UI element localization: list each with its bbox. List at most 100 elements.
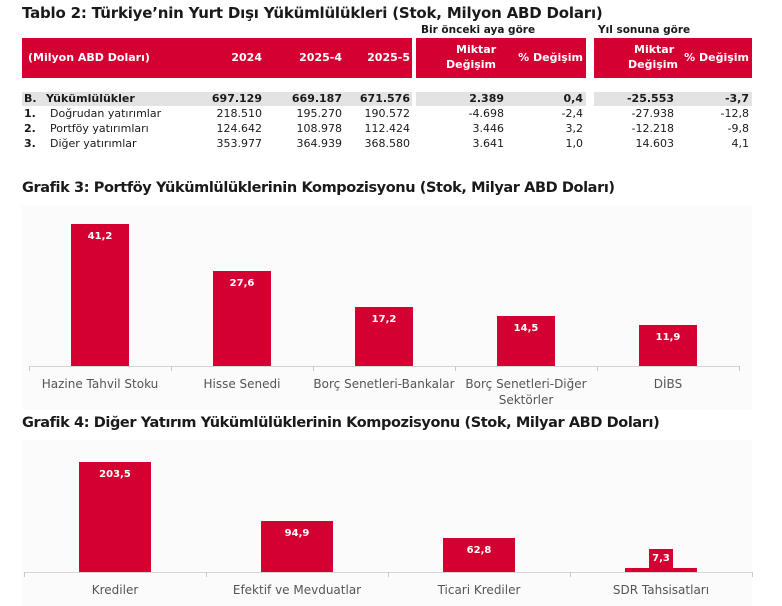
row-number: 3.: [24, 137, 36, 150]
table-row-monthly: 2.389 0,4: [416, 92, 586, 106]
cell-2025-5: 112.424: [364, 122, 411, 135]
category-label: Hazine Tahvil Stoku: [41, 377, 159, 391]
cell-monthly-amount: 2.389: [469, 92, 504, 105]
bar: [625, 568, 697, 572]
group-label-yearly: Yıl sonuna göre: [598, 24, 691, 36]
x-axis-tick: [752, 572, 753, 577]
header-monthly-amount-2: Değişim: [446, 58, 497, 71]
row-label: Portföy yatırımları: [50, 122, 149, 135]
cell-yearly-amount: -27.938: [631, 107, 674, 120]
table-header-monthly: Miktar Değişim % Değişim: [416, 38, 586, 78]
table-row-monthly: -4.698 -2,4: [416, 107, 586, 121]
header-2025-5: 2025-5: [367, 51, 410, 64]
cell-2024: 353.977: [216, 137, 263, 150]
category-label: Efektif ve Mevduatlar: [232, 583, 362, 597]
table-row: 2. Portföy yatırımları 124.642 108.978 1…: [22, 122, 412, 136]
cell-monthly-amount: 3.641: [472, 137, 505, 150]
header-yearly-pct: % Değişim: [684, 51, 749, 64]
table-row-yearly: 14.603 4,1: [594, 137, 752, 151]
category-label: DİBS: [653, 377, 683, 391]
x-axis-tick: [570, 572, 571, 577]
x-axis-tick: [206, 572, 207, 577]
bar-value-label: 94,9: [284, 527, 310, 539]
cell-2025-4: 364.939: [296, 137, 343, 150]
header-unit: (Milyon ABD Doları): [28, 51, 150, 64]
cell-yearly-pct: -3,7: [724, 92, 749, 105]
bar: [213, 270, 271, 366]
bar-value-label: 203,5: [99, 469, 131, 480]
bar-value-label: 17,2: [371, 313, 397, 325]
table-row: 1. Doğrudan yatırımlar 218.510 195.270 1…: [22, 107, 412, 121]
group-label-monthly: Bir önceki aya göre: [421, 24, 536, 36]
cell-monthly-pct: 0,4: [563, 92, 584, 105]
x-axis-tick: [171, 366, 172, 371]
cell-2025-4: 195.270: [296, 107, 343, 120]
cell-2025-4: 669.187: [291, 92, 342, 105]
chart4-title: Grafik 4: Diğer Yatırım Yükümlülüklerini…: [22, 415, 660, 431]
header-yearly-amount-2: Değişim: [628, 58, 679, 71]
table-row: B. Yükümlülükler 697.129 669.187 671.576: [22, 92, 412, 106]
row-number: 2.: [24, 122, 36, 135]
cell-yearly-pct: -9,8: [727, 122, 749, 135]
bar-value-label: 27,6: [229, 277, 255, 289]
cell-monthly-pct: -2,4: [561, 107, 583, 120]
cell-2025-4: 108.978: [296, 122, 343, 135]
x-axis-tick: [455, 366, 456, 371]
bar: [443, 538, 515, 572]
x-axis-tick: [597, 366, 598, 371]
cell-2025-5: 368.580: [364, 137, 411, 150]
table-row-yearly: -27.938 -12,8: [594, 107, 752, 121]
cell-2024: 218.510: [216, 107, 263, 120]
table-row-yearly: -25.553 -3,7: [594, 92, 752, 106]
row-number: B.: [24, 92, 37, 105]
table-row: 3. Diğer yatırımlar 353.977 364.939 368.…: [22, 137, 412, 151]
row-label: Yükümlülükler: [46, 92, 135, 105]
header-monthly-pct: % Değişim: [518, 51, 583, 64]
category-label: Sektörler: [498, 393, 554, 407]
table-row-yearly: -12.218 -9,8: [594, 122, 752, 136]
cell-2024: 697.129: [211, 92, 262, 105]
table-row-monthly: 3.446 3,2: [416, 122, 586, 136]
cell-monthly-pct: 1,0: [565, 137, 584, 150]
table-header-yearly: Miktar Değişim % Değişim: [594, 38, 752, 78]
cell-yearly-amount: 14.603: [635, 137, 675, 150]
header-monthly-amount-1: Miktar: [456, 43, 497, 56]
cell-yearly-pct: 4,1: [731, 137, 750, 150]
bar-value-label: 14,5: [513, 323, 539, 335]
cell-monthly-amount: 3.446: [472, 122, 505, 135]
cell-yearly-amount: -25.553: [626, 92, 674, 105]
header-2025-4: 2025-4: [299, 51, 342, 64]
bar-label-badge: [649, 549, 673, 569]
bar: [639, 324, 697, 366]
row-label: Diğer yatırımlar: [50, 137, 137, 150]
category-label: Borç Senetleri-Bankalar: [313, 377, 455, 391]
row-number: 1.: [24, 107, 36, 120]
bar-value-label: 7,3: [652, 553, 670, 564]
x-axis-tick: [739, 366, 740, 371]
cell-yearly-amount: -12.218: [631, 122, 674, 135]
x-axis-tick: [29, 366, 30, 371]
table-title: Tablo 2: Türkiye’nin Yurt Dışı Yükümlülü…: [22, 4, 603, 22]
category-label: Hisse Senedi: [203, 377, 281, 391]
header-2024: 2024: [231, 51, 262, 64]
bar: [355, 306, 413, 366]
category-label: Ticari Krediler: [437, 583, 521, 597]
x-axis-tick: [388, 572, 389, 577]
bar: [261, 520, 333, 572]
category-label: SDR Tahsisatları: [612, 583, 710, 597]
x-axis: [29, 366, 739, 367]
cell-monthly-amount: -4.698: [468, 107, 504, 120]
x-axis-tick: [24, 572, 25, 577]
bar-value-label: 41,2: [87, 231, 113, 242]
category-label: Borç Senetleri-Diğer: [465, 377, 587, 391]
cell-2025-5: 671.576: [359, 92, 410, 105]
table-header-main: (Milyon ABD Doları) 2024 2025-4 2025-5: [22, 38, 412, 78]
cell-2025-5: 190.572: [364, 107, 411, 120]
cell-2024: 124.642: [216, 122, 263, 135]
chart3-title: Grafik 3: Portföy Yükümlülüklerinin Komp…: [22, 180, 615, 196]
category-label: Krediler: [91, 583, 139, 597]
table-row-monthly: 3.641 1,0: [416, 137, 586, 151]
row-label: Doğrudan yatırımlar: [50, 107, 162, 120]
cell-monthly-pct: 3,2: [565, 122, 584, 135]
header-yearly-amount-1: Miktar: [634, 43, 675, 56]
